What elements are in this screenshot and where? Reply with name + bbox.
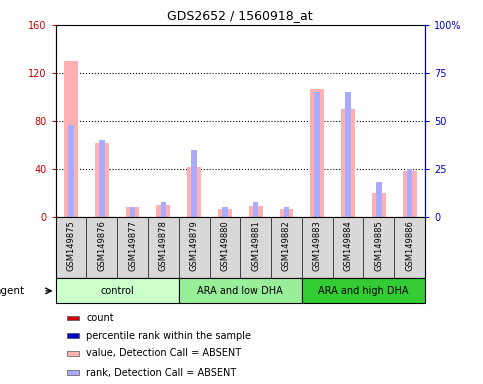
Bar (68, 125, 74, 217)
Bar (56, 278, 179, 303)
Bar (126, 207, 140, 217)
Bar (284, 207, 289, 217)
Bar (67, 351, 79, 356)
Bar (341, 109, 355, 217)
Bar (99, 140, 104, 217)
Text: GSM149884: GSM149884 (343, 220, 353, 271)
Text: GSM149879: GSM149879 (190, 220, 199, 271)
Bar (67, 316, 79, 320)
Text: ARA and low DHA: ARA and low DHA (198, 286, 283, 296)
Bar (179, 278, 302, 303)
Bar (372, 193, 386, 217)
Bar (311, 89, 324, 217)
Text: GSM149885: GSM149885 (374, 220, 384, 271)
Text: percentile rank within the sample: percentile rank within the sample (86, 331, 251, 341)
Bar (67, 333, 79, 338)
Text: GSM149875: GSM149875 (67, 220, 75, 271)
Text: GSM149883: GSM149883 (313, 220, 322, 271)
Title: GDS2652 / 1560918_at: GDS2652 / 1560918_at (168, 9, 313, 22)
Text: control: control (100, 286, 134, 296)
Bar (253, 202, 258, 217)
Bar (302, 278, 425, 303)
Bar (407, 169, 412, 217)
Text: rank, Detection Call = ABSENT: rank, Detection Call = ABSENT (86, 368, 237, 378)
Bar (156, 205, 170, 217)
Bar (187, 167, 201, 217)
Text: GSM149880: GSM149880 (220, 220, 229, 271)
Bar (64, 61, 78, 217)
Text: count: count (86, 313, 114, 323)
Text: GSM149877: GSM149877 (128, 220, 137, 271)
Text: GSM149886: GSM149886 (405, 220, 414, 271)
Bar (95, 142, 109, 217)
Text: value, Detection Call = ABSENT: value, Detection Call = ABSENT (86, 348, 242, 358)
Text: GSM149882: GSM149882 (282, 220, 291, 271)
Text: agent: agent (0, 286, 25, 296)
Bar (280, 209, 293, 217)
Bar (376, 182, 382, 217)
Bar (218, 209, 232, 217)
Text: ARA and high DHA: ARA and high DHA (318, 286, 409, 296)
Bar (191, 150, 197, 217)
Bar (345, 92, 351, 217)
Bar (314, 92, 320, 217)
Bar (222, 207, 227, 217)
Bar (249, 206, 263, 217)
Text: GSM149876: GSM149876 (97, 220, 106, 271)
Text: GSM149878: GSM149878 (159, 220, 168, 271)
Bar (160, 202, 166, 217)
Bar (130, 207, 135, 217)
Bar (67, 371, 79, 375)
Text: GSM149881: GSM149881 (251, 220, 260, 271)
Bar (403, 171, 416, 217)
